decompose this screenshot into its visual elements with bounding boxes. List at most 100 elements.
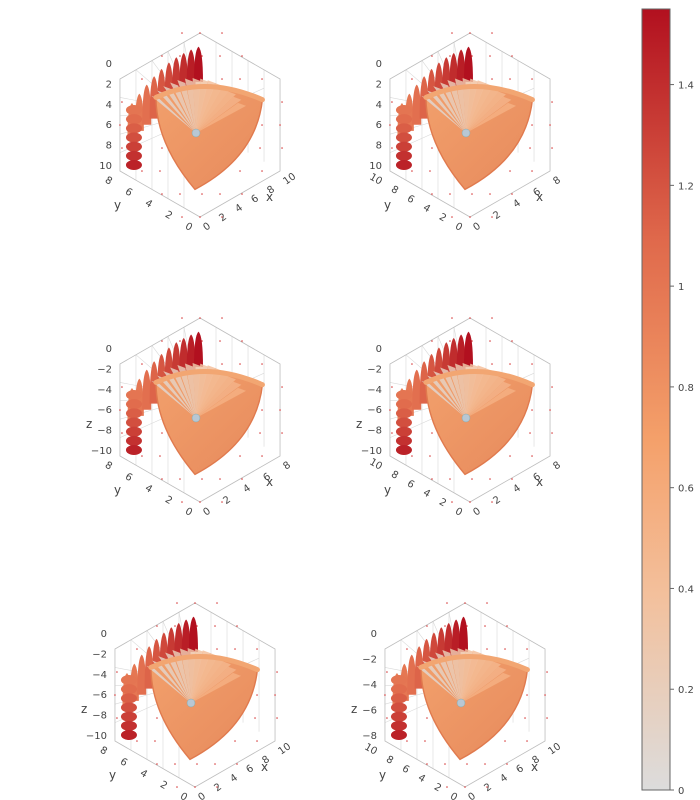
- fan-cone: [196, 83, 223, 133]
- field-dot: [451, 501, 453, 503]
- field-dot: [469, 32, 471, 34]
- field-dot: [141, 170, 143, 172]
- field-dot: [386, 671, 388, 673]
- fan-cone: [191, 656, 225, 703]
- cone-left: [395, 399, 412, 410]
- field-dot: [551, 386, 553, 388]
- cone-apex: [456, 698, 466, 708]
- field-dot: [254, 717, 256, 719]
- field-dot: [491, 78, 493, 80]
- field-dot: [471, 478, 473, 480]
- y-tick-label: 10: [367, 172, 384, 188]
- cone-left: [125, 399, 142, 410]
- field-dot: [551, 147, 553, 149]
- cone-left: [120, 684, 137, 695]
- z-tick-label: 0: [376, 344, 382, 355]
- z-tick-label: 8: [376, 141, 382, 152]
- field-dot: [119, 409, 121, 411]
- field-dot: [411, 455, 413, 457]
- fan-cone: [196, 365, 216, 418]
- z-axis-title: z: [351, 702, 357, 716]
- field-dot: [119, 124, 121, 126]
- field-dot: [531, 78, 533, 80]
- fan-cone: [192, 363, 201, 418]
- x-axis-title: x: [536, 475, 543, 489]
- y-tick-label: 4: [143, 483, 154, 496]
- z-tick-label: −8: [367, 426, 382, 437]
- cone-left: [390, 711, 407, 722]
- colorbar-ticks: 0 0.2 0.4 0.6 0.8 1 1.2 1.4: [670, 81, 694, 797]
- field-dot: [261, 409, 263, 411]
- field-dot: [509, 170, 511, 172]
- field-dot: [389, 409, 391, 411]
- field-dot: [281, 147, 283, 149]
- field-dot: [424, 740, 426, 742]
- field-dot: [179, 193, 181, 195]
- field-dot: [504, 648, 506, 650]
- z-tick-label: −6: [362, 706, 377, 717]
- fan-cone: [191, 666, 237, 703]
- field-dot: [429, 455, 431, 457]
- y-tick-label: 6: [405, 478, 416, 491]
- field-dot: [391, 147, 393, 149]
- field-dot: [199, 216, 201, 218]
- field-dot: [484, 625, 486, 627]
- cone-left: [390, 693, 407, 704]
- fan-cone: [466, 381, 512, 418]
- x-tick-label: 4: [241, 483, 253, 496]
- field-dot: [406, 740, 408, 742]
- y-tick-label: 8: [389, 184, 400, 197]
- x-tick-label: 2: [491, 494, 503, 507]
- field-dot: [449, 340, 451, 342]
- fan-cone: [466, 368, 493, 418]
- cone-left: [395, 150, 412, 161]
- field-dot: [511, 55, 513, 57]
- field-dot: [509, 78, 511, 80]
- fan-cone: [449, 648, 461, 703]
- field-dot: [121, 147, 123, 149]
- cone: [463, 331, 473, 367]
- y-tick-label: 0: [448, 791, 459, 800]
- fan-cone: [192, 78, 201, 133]
- y-tick-label: 2: [437, 497, 448, 510]
- field-dot: [219, 193, 221, 195]
- fan-cone: [433, 371, 466, 418]
- fan-cone: [466, 80, 486, 133]
- field-dot: [261, 363, 263, 365]
- x-tick-label: 6: [249, 193, 261, 206]
- fan-cone: [157, 375, 196, 418]
- cone-left: [125, 114, 142, 125]
- field-dot: [239, 78, 241, 80]
- fan-cone: [152, 660, 191, 703]
- x-tick-label: 8: [260, 754, 272, 767]
- field-dot: [411, 170, 413, 172]
- z-tick-label: −10: [91, 446, 112, 457]
- field-dot: [549, 409, 551, 411]
- field-dot: [221, 78, 223, 80]
- fan-cone: [466, 83, 493, 133]
- field-dot: [216, 786, 218, 788]
- cones-fan: [421, 363, 517, 423]
- field-dot: [444, 763, 446, 765]
- field-dot: [526, 694, 528, 696]
- cone-left: [120, 702, 137, 713]
- field-dot: [121, 101, 123, 103]
- fan-cone: [416, 665, 461, 703]
- fan-cone: [442, 649, 461, 703]
- field-dot: [236, 763, 238, 765]
- cone-left: [395, 390, 412, 400]
- fan-cone: [421, 95, 466, 133]
- cones-fan: [151, 363, 247, 423]
- fan-cone: [435, 652, 461, 703]
- field-dot: [219, 55, 221, 57]
- field-dot: [241, 340, 243, 342]
- colorbar-tick-label: 0.2: [678, 685, 694, 696]
- field-dot: [216, 648, 218, 650]
- z-axis-title: z: [356, 417, 362, 431]
- field-dot: [531, 124, 533, 126]
- field-dot: [176, 602, 178, 604]
- cone-apex: [461, 128, 471, 138]
- cone-left: [395, 417, 412, 428]
- fan-cone: [191, 672, 242, 703]
